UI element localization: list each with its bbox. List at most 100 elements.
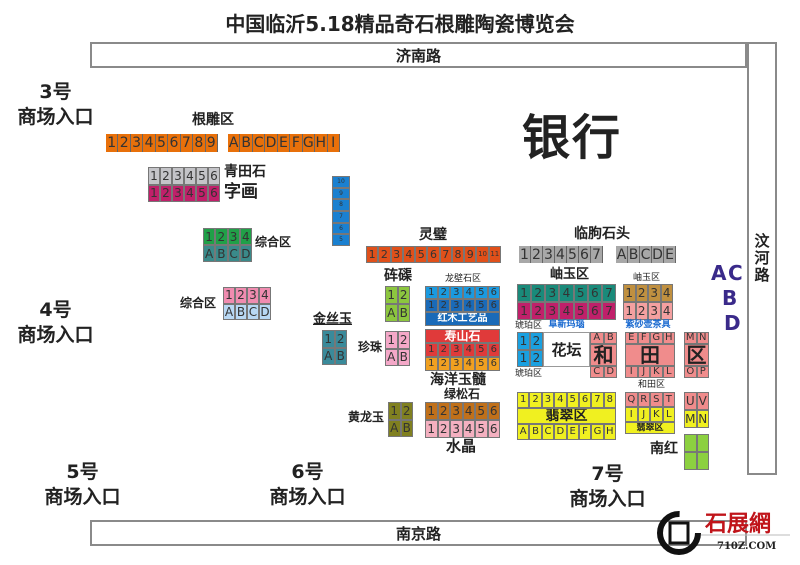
booth-cell[interactable]: B bbox=[240, 134, 253, 152]
booth-cell[interactable]: 2 bbox=[531, 302, 546, 320]
booth-cell[interactable]: G bbox=[650, 332, 663, 344]
booth-cell[interactable]: 8 bbox=[451, 246, 465, 263]
booth-cell[interactable]: 1 bbox=[517, 332, 530, 350]
booth-cell[interactable]: 6 bbox=[587, 284, 602, 302]
booth-cell[interactable]: 10 bbox=[476, 246, 489, 263]
booth-cell[interactable]: K bbox=[650, 366, 663, 378]
booth-cell[interactable]: 2 bbox=[530, 349, 543, 367]
booth-cell[interactable]: 8 bbox=[603, 392, 616, 408]
booth-cell[interactable]: 2 bbox=[118, 134, 131, 152]
booth-cell[interactable]: 4 bbox=[259, 287, 271, 304]
booth-cell[interactable]: I bbox=[327, 134, 340, 152]
booth-cell[interactable]: 2 bbox=[235, 287, 247, 304]
booth-cell[interactable]: D bbox=[652, 246, 664, 263]
booth-cell[interactable]: 3 bbox=[450, 343, 463, 357]
booth-cell[interactable]: 3 bbox=[390, 246, 403, 263]
booth-cell[interactable]: 5 bbox=[475, 343, 488, 357]
booth-cell[interactable]: L bbox=[662, 366, 675, 378]
booth-cell[interactable]: 1 bbox=[148, 184, 160, 202]
booth-cell[interactable]: A bbox=[616, 246, 628, 263]
booth-cell[interactable]: D bbox=[265, 134, 278, 152]
booth-cell[interactable]: 1 bbox=[517, 349, 530, 367]
booth-cell[interactable]: 5 bbox=[475, 420, 488, 438]
booth-cell[interactable]: B bbox=[397, 348, 410, 366]
booth-cell[interactable]: 2 bbox=[397, 286, 410, 304]
booth-cell[interactable]: 2 bbox=[437, 402, 450, 420]
booth-cell[interactable]: I bbox=[625, 366, 638, 378]
booth-cell[interactable]: 2 bbox=[529, 392, 542, 408]
booth-cell[interactable]: 5 bbox=[573, 284, 588, 302]
booth-cell[interactable]: 4 bbox=[462, 357, 475, 371]
booth-cell[interactable]: E bbox=[664, 246, 676, 263]
booth-cell[interactable] bbox=[684, 434, 697, 452]
booth-cell[interactable]: D bbox=[259, 303, 271, 320]
booth-cell[interactable]: 4 bbox=[184, 184, 196, 202]
booth-cell[interactable]: 3 bbox=[450, 402, 463, 420]
booth-cell[interactable]: R bbox=[637, 392, 650, 407]
booth-cell[interactable]: 7 bbox=[591, 392, 604, 408]
booth-cell[interactable]: H bbox=[662, 332, 675, 344]
booth-cell[interactable]: 4 bbox=[462, 343, 475, 357]
booth-cell[interactable]: A bbox=[203, 245, 216, 262]
booth-cell[interactable]: 6 bbox=[427, 246, 440, 263]
booth-cell[interactable]: 2 bbox=[437, 286, 450, 299]
booth-cell[interactable]: 1 bbox=[623, 284, 636, 302]
booth-cell[interactable] bbox=[696, 452, 709, 470]
booth-cell[interactable]: 4 bbox=[184, 167, 196, 185]
booth-cell[interactable]: E bbox=[277, 134, 291, 152]
booth-cell[interactable]: F bbox=[290, 134, 303, 152]
booth-cell[interactable]: 1 bbox=[322, 330, 335, 348]
booth-cell[interactable]: 3 bbox=[450, 357, 463, 371]
booth-cell[interactable]: 1 bbox=[623, 302, 636, 320]
booth-cell[interactable] bbox=[696, 434, 709, 452]
booth-cell[interactable]: 7 bbox=[439, 246, 452, 263]
booth-cell[interactable]: A bbox=[388, 419, 401, 437]
booth-cell[interactable]: 1 bbox=[425, 286, 438, 299]
booth-cell[interactable]: B bbox=[628, 246, 640, 263]
booth-cell[interactable]: C bbox=[640, 246, 652, 263]
booth-cell[interactable]: 7 bbox=[180, 134, 194, 152]
booth-cell[interactable]: 9 bbox=[205, 134, 218, 152]
booth-cell[interactable]: J bbox=[637, 407, 650, 422]
booth-cell[interactable]: 6 bbox=[487, 286, 500, 299]
booth-cell[interactable]: A bbox=[228, 134, 241, 152]
booth-cell[interactable]: B bbox=[215, 245, 228, 262]
booth-cell[interactable]: 6 bbox=[487, 402, 500, 420]
booth-cell[interactable]: C bbox=[247, 303, 259, 320]
booth-cell[interactable]: 3 bbox=[227, 228, 240, 245]
booth-cell[interactable]: Q bbox=[625, 392, 638, 407]
booth-cell[interactable]: 4 bbox=[660, 302, 673, 320]
booth-cell[interactable]: 2 bbox=[437, 357, 450, 371]
booth-cell[interactable]: S bbox=[650, 392, 663, 407]
booth-cell[interactable] bbox=[684, 452, 697, 470]
booth-cell[interactable]: 4 bbox=[462, 286, 475, 299]
booth-cell[interactable]: 2 bbox=[378, 246, 391, 263]
booth-cell[interactable]: 5 bbox=[415, 246, 428, 263]
booth-cell[interactable]: 10 bbox=[332, 176, 350, 188]
booth-cell[interactable]: 6 bbox=[587, 302, 602, 320]
booth-cell[interactable]: 1 bbox=[425, 343, 438, 357]
booth-cell[interactable]: 6 bbox=[332, 222, 350, 235]
booth-cell[interactable]: 6 bbox=[487, 357, 500, 371]
booth-cell[interactable]: K bbox=[650, 407, 663, 422]
booth-cell[interactable]: 8 bbox=[332, 199, 350, 212]
booth-cell[interactable]: 4 bbox=[660, 284, 673, 302]
booth-cell[interactable]: A bbox=[385, 304, 398, 322]
booth-cell[interactable]: 8 bbox=[193, 134, 206, 152]
booth-cell[interactable]: 3 bbox=[130, 134, 144, 152]
booth-cell[interactable]: H bbox=[315, 134, 328, 152]
booth-cell[interactable]: B bbox=[603, 332, 617, 344]
booth-cell[interactable]: 6 bbox=[578, 392, 592, 408]
booth-cell[interactable]: B bbox=[529, 424, 542, 440]
booth-cell[interactable]: 1 bbox=[425, 402, 438, 420]
booth-cell[interactable]: J bbox=[637, 366, 650, 378]
booth-cell[interactable]: C bbox=[252, 134, 266, 152]
booth-cell[interactable]: 2 bbox=[397, 331, 410, 349]
booth-cell[interactable]: 2 bbox=[635, 284, 648, 302]
booth-cell[interactable]: 1 bbox=[385, 331, 398, 349]
booth-cell[interactable]: 1 bbox=[385, 286, 398, 304]
booth-cell[interactable]: G bbox=[591, 424, 604, 440]
booth-cell[interactable]: F bbox=[637, 332, 650, 344]
booth-cell[interactable]: T bbox=[662, 392, 675, 407]
booth-cell[interactable]: 4 bbox=[462, 420, 475, 438]
